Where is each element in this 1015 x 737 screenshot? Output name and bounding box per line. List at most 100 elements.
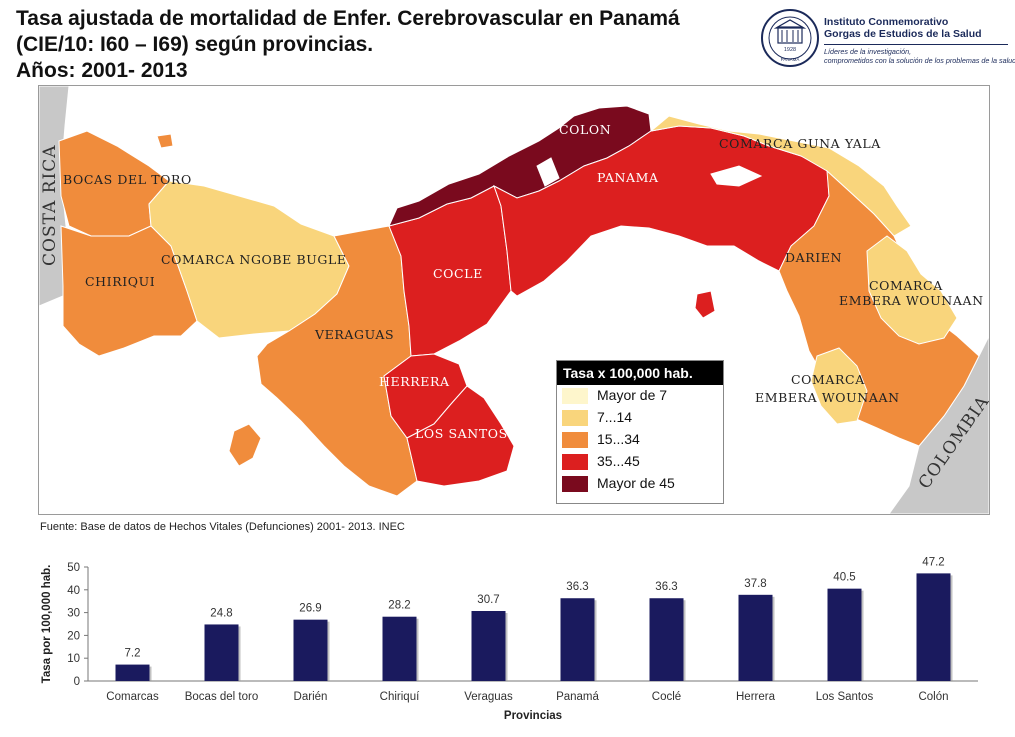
- seal-place: PANAMÁ: [781, 56, 800, 62]
- legend-title: Tasa x 100,000 hab.: [557, 361, 723, 385]
- logo-tagline-2: comprometidos con la solución de los pro…: [824, 56, 1015, 65]
- y-tick-label: 50: [67, 562, 80, 574]
- bar: [293, 619, 328, 681]
- lake-bayano: [710, 165, 763, 187]
- island-bocas: [156, 133, 174, 149]
- bar-data-label: 40.5: [833, 572, 855, 584]
- bar-data-label: 26.9: [299, 603, 321, 615]
- logo-name-2: Gorgas de Estudios de la Salud: [824, 28, 982, 40]
- y-tick-label: 20: [67, 630, 80, 642]
- bar-chart: 0 10 20 30 40 50 7.2 Comarcas 24.8 Bocas del toro…: [41, 556, 978, 722]
- x-tick-label: Coclé: [652, 691, 681, 703]
- x-tick-label: Colón: [918, 691, 948, 703]
- x-tick-label: Comarcas: [106, 691, 159, 703]
- legend-label: Mayor de 7: [597, 387, 668, 403]
- y-tick-label: 30: [67, 608, 80, 620]
- legend-item: 15...34: [557, 429, 723, 451]
- region-chiriqui: [60, 225, 198, 357]
- bar: [560, 598, 595, 681]
- legend-item: 7...14: [557, 407, 723, 429]
- x-tick-label: Panamá: [556, 691, 599, 703]
- label-chiriqui: CHIRIQUI: [85, 274, 155, 289]
- island-coiba: [228, 423, 262, 467]
- title-line-3: Años: 2001- 2013: [16, 59, 188, 82]
- y-tick-label: 0: [74, 676, 80, 688]
- bar: [738, 594, 773, 681]
- legend-label: 7...14: [597, 409, 633, 425]
- legend-item: Mayor de 45: [557, 473, 723, 495]
- institute-seal-icon: 1928 PANAMÁ: [761, 9, 819, 67]
- logo-name-1: Instituto Conmemorativo: [824, 16, 949, 28]
- legend-label: 35...45: [597, 453, 640, 469]
- map-legend: Tasa x 100,000 hab. Mayor de 7 7...14 15..…: [556, 360, 724, 504]
- title-line-1: Tasa ajustada de mortalidad de Enfer. Ce…: [16, 7, 680, 30]
- bar-data-label: 37.8: [744, 578, 766, 590]
- legend-swatch: [562, 410, 588, 426]
- legend-item: 35...45: [557, 451, 723, 473]
- legend-label: 15...34: [597, 431, 640, 447]
- label-panama: PANAMA: [597, 170, 659, 185]
- bar: [204, 624, 239, 681]
- label-cocle: COCLE: [433, 266, 483, 281]
- label-costa-rica: COSTA RICA: [40, 145, 60, 266]
- bar-data-label: 36.3: [566, 581, 588, 593]
- label-herrera: HERRERA: [379, 374, 450, 389]
- region-embera-wounaan-1: [866, 235, 958, 345]
- bar: [827, 588, 862, 681]
- y-axis-title: Tasa por 100,000 hab.: [41, 565, 53, 684]
- bar: [382, 616, 417, 681]
- label-embera-2a: COMARCA: [791, 372, 865, 387]
- x-tick-label: Veraguas: [464, 691, 513, 703]
- label-guna-yala: COMARCA GUNA YALA: [719, 136, 881, 151]
- bar-data-label: 7.2: [125, 648, 141, 660]
- label-embera-2b: EMBERA WOUNAAN: [755, 390, 900, 405]
- title-line-2: (CIE/10: I60 – I69) según provincias.: [16, 33, 374, 56]
- bar-data-label: 24.8: [210, 607, 232, 619]
- region-guna-yala: [649, 115, 912, 237]
- x-tick-label: Bocas del toro: [185, 691, 259, 703]
- x-tick-label: Los Santos: [816, 691, 874, 703]
- y-tick-label: 40: [67, 585, 80, 597]
- lake-gatun: [536, 157, 560, 187]
- label-embera-1b: EMBERA WOUNAAN: [839, 293, 984, 308]
- institute-logo: 1928 PANAMÁ Instituto Conmemorativo Gorg…: [758, 3, 1015, 73]
- label-los-santos: LOS SANTOS: [415, 426, 508, 441]
- logo-divider: [824, 44, 1008, 45]
- region-los-santos: [406, 385, 515, 487]
- logo-name: Instituto Conmemorativo Gorgas de Estudi…: [824, 16, 982, 40]
- bar: [115, 664, 150, 681]
- x-axis-title: Provincias: [504, 710, 562, 722]
- choropleth-map: COSTA RICA COLOMBIA COLON PANAMA COMARCA…: [38, 85, 990, 515]
- logo-tagline: Líderes de la investigación, comprometid…: [824, 47, 1015, 65]
- y-tick-label: 10: [67, 653, 80, 665]
- bar-data-label: 30.7: [477, 594, 499, 606]
- bar: [471, 611, 506, 681]
- label-ngobe-bugle: COMARCA NGOBE BUGLE: [161, 252, 347, 267]
- legend-swatch: [562, 476, 588, 492]
- bar: [649, 598, 684, 681]
- legend-label: Mayor de 45: [597, 475, 675, 491]
- bar-data-label: 47.2: [922, 556, 944, 568]
- region-colon: [388, 105, 652, 227]
- legend-items: Mayor de 7 7...14 15...34 35...45 Mayor de 4…: [557, 385, 723, 495]
- logo-tagline-1: Líderes de la investigación,: [824, 47, 912, 56]
- map-svg: COSTA RICA COLOMBIA COLON PANAMA COMARCA…: [39, 86, 989, 514]
- legend-swatch: [562, 454, 588, 470]
- label-darien: DARIEN: [785, 250, 842, 265]
- label-veraguas: VERAGUAS: [314, 327, 394, 342]
- seal-year: 1928: [784, 47, 796, 53]
- region-embera-wounaan-2: [810, 347, 868, 425]
- label-bocas-del-toro: BOCAS DEL TORO: [63, 172, 192, 187]
- legend-item: Mayor de 7: [557, 385, 723, 407]
- island-pearl: [694, 290, 716, 319]
- x-tick-label: Herrera: [736, 691, 776, 703]
- label-embera-1a: COMARCA: [869, 278, 943, 293]
- legend-swatch: [562, 432, 588, 448]
- x-tick-label: Darién: [294, 691, 328, 703]
- bar-data-label: 28.2: [388, 600, 410, 612]
- bar: [916, 573, 951, 681]
- legend-swatch: [562, 388, 588, 404]
- bar-data-label: 36.3: [655, 581, 677, 593]
- source-note: Fuente: Base de datos de Hechos Vitales …: [40, 521, 405, 533]
- chart-title: Tasa ajustada de mortalidad de Enfer. Ce…: [16, 6, 756, 84]
